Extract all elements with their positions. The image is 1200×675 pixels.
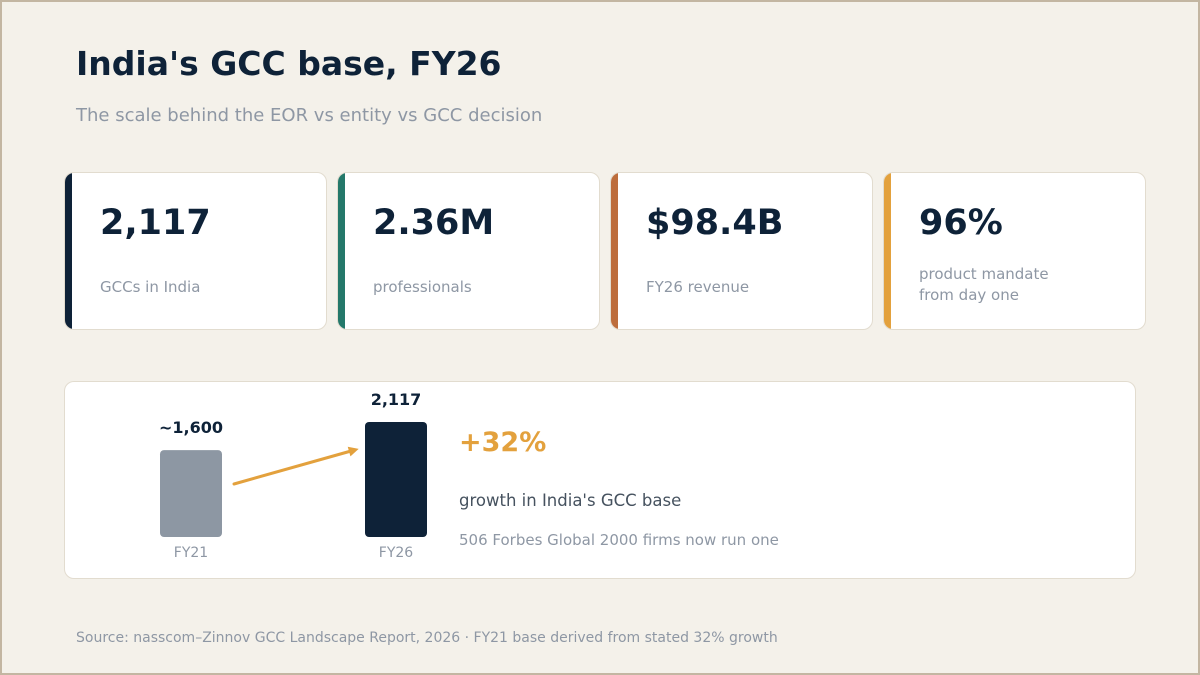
stat-card-gccs: 2,117 GCCs in India (64, 172, 327, 330)
growth-note: 506 Forbes Global 2000 firms now run one (459, 531, 779, 549)
bar-category-label: FY26 (379, 545, 414, 561)
growth-arrow-line (232, 449, 353, 486)
bar-fy26 (365, 422, 427, 537)
bar-category-label: FY21 (174, 545, 208, 561)
stat-accent-bar (611, 173, 618, 329)
stat-label-line: product mandate (919, 265, 1049, 283)
growth-description: growth in India's GCC base (459, 491, 682, 510)
stat-card-professionals: 2.36M professionals (337, 172, 600, 330)
bar-fy21 (160, 450, 222, 537)
stat-accent-bar (65, 173, 72, 329)
stat-label-line: from day one (919, 286, 1019, 304)
growth-bar-chart: ~1,600 FY21 2,117 FY26 (159, 390, 427, 561)
page-subtitle: The scale behind the EOR vs entity vs GC… (76, 105, 543, 126)
page-title: India's GCC base, FY26 (76, 44, 502, 83)
stat-card-revenue: $98.4B FY26 revenue (610, 172, 873, 330)
source-note: Source: nasscom–Zinnov GCC Landscape Rep… (76, 630, 778, 646)
stat-value: 2,117 (100, 203, 211, 243)
stat-card-product-mandate: 96% product mandate from day one (883, 172, 1146, 330)
stat-accent-bar (338, 173, 345, 329)
bar-value-label: ~1,600 (159, 418, 223, 437)
growth-arrow-head-icon (347, 446, 359, 457)
stat-label: FY26 revenue (646, 278, 750, 296)
growth-percent: +32% (459, 427, 547, 458)
stat-label: professionals (373, 278, 472, 296)
stat-accent-bar (884, 173, 891, 329)
stat-label: GCCs in India (100, 278, 201, 296)
stat-label: product mandate from day one (919, 264, 1119, 306)
stat-value: 2.36M (373, 203, 495, 243)
growth-panel: ~1,600 FY21 2,117 FY26 +32% growth in India… (64, 381, 1136, 579)
stat-value: $98.4B (646, 203, 784, 243)
stat-value: 96% (919, 203, 1003, 243)
bar-value-label: 2,117 (371, 390, 422, 409)
